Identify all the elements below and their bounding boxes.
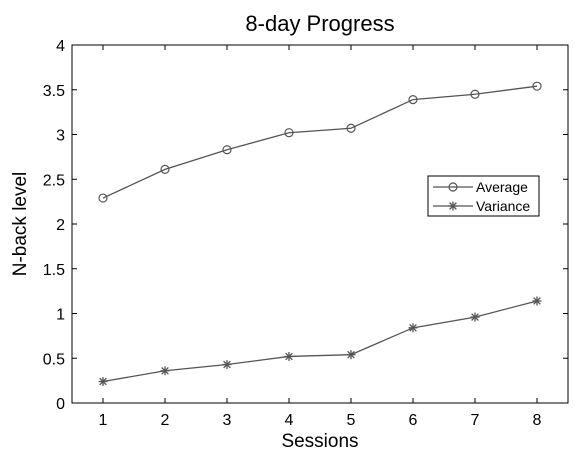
- data-point-variance: [346, 350, 356, 360]
- legend-box: [427, 175, 540, 217]
- chart-title: 8-day Progress: [245, 11, 394, 36]
- y-axis-label: N-back level: [10, 172, 31, 277]
- data-point-average: [470, 89, 480, 99]
- y-tick-label: 3.5: [43, 83, 65, 100]
- series-layer: [98, 81, 542, 387]
- series-line-average: [102, 85, 538, 199]
- data-point-variance: [532, 296, 542, 306]
- y-tick-label: 3: [56, 128, 65, 145]
- x-tick-label: 3: [223, 412, 232, 429]
- x-tick-label: 2: [161, 412, 170, 429]
- data-point-variance: [222, 360, 232, 370]
- data-point-average: [346, 123, 356, 133]
- x-tick-label: 6: [409, 412, 418, 429]
- data-point-average: [408, 94, 418, 105]
- y-tick-label: 0: [56, 396, 65, 413]
- x-axis-label: Sessions: [281, 431, 358, 452]
- data-point-variance: [284, 351, 294, 361]
- legend-marker-variance: [448, 201, 458, 211]
- data-point-average: [98, 193, 108, 203]
- y-axis: 0 0.5 1 1.5 2 2.5 3 3.5 4: [43, 38, 568, 413]
- x-tick-label: 7: [471, 412, 480, 429]
- y-tick-label: 0.5: [43, 351, 65, 368]
- series-line-variance: [102, 300, 538, 383]
- data-point-variance: [160, 366, 170, 376]
- x-tick-label: 5: [347, 412, 356, 429]
- data-point-average: [532, 81, 542, 91]
- y-tick-label: 2.5: [43, 172, 65, 189]
- legend: Average Variance: [427, 175, 540, 217]
- y-tick-label: 1: [56, 307, 65, 324]
- data-point-average: [222, 145, 232, 155]
- y-tick-label: 2: [56, 217, 65, 234]
- plot-area-frame: [71, 44, 569, 404]
- data-point-variance: [408, 323, 418, 333]
- x-tick-label: 8: [533, 412, 542, 429]
- x-tick-label: 4: [285, 412, 294, 429]
- legend-marker-average: [448, 182, 458, 192]
- data-point-variance: [98, 377, 108, 387]
- legend-label-variance: Variance: [476, 198, 530, 214]
- x-tick-label: 1: [99, 412, 108, 429]
- data-point-average: [160, 164, 170, 175]
- y-tick-label: 1.5: [43, 262, 65, 279]
- data-point-variance: [470, 312, 480, 322]
- x-axis: 1 2 3 4 5 6 7 8: [99, 45, 542, 429]
- y-tick-label: 4: [56, 38, 65, 55]
- data-point-average: [284, 128, 294, 138]
- legend-label-average: Average: [476, 179, 528, 195]
